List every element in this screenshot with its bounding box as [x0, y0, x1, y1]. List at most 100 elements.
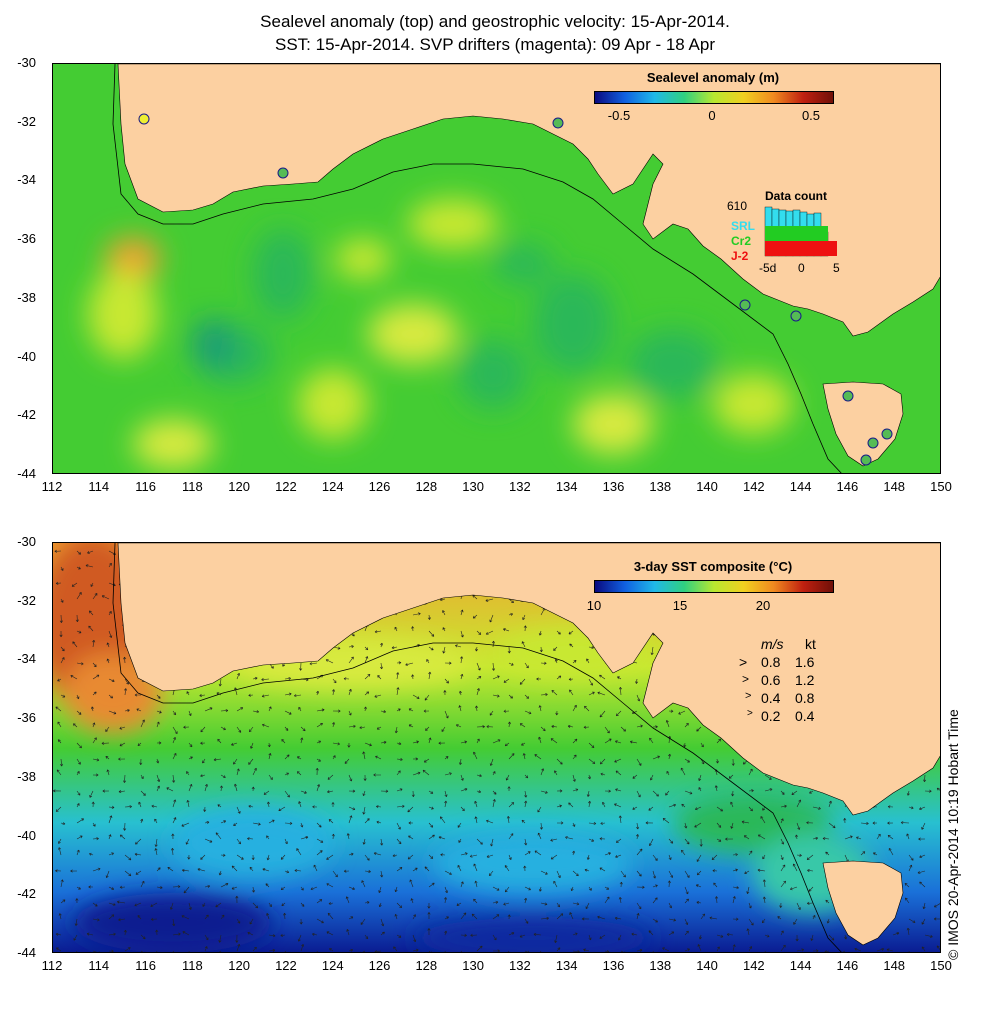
x-tick-top: 112	[41, 479, 63, 494]
ssh-colorbar-tick: -0.5	[607, 108, 631, 123]
data-count-title: Data count	[765, 189, 828, 203]
speed-legend-arrow: >	[742, 672, 750, 686]
y-tick-top: -38	[17, 289, 36, 305]
sst-colorbar	[594, 580, 834, 593]
x-tick-top: 132	[509, 479, 531, 494]
speed-legend-kt: 0.4	[795, 708, 815, 724]
x-tick-bottom: 136	[602, 958, 625, 973]
data-count-xtick: 0	[798, 261, 805, 275]
x-tick-top: 136	[602, 479, 625, 494]
x-tick-top: 130	[462, 479, 484, 494]
x-tick-top: 142	[742, 479, 765, 494]
x-tick-top: 114	[88, 479, 110, 494]
speed-legend-kt: 1.2	[795, 672, 815, 688]
speed-legend-ms: 0.4	[761, 690, 781, 706]
data-count-chart	[764, 206, 837, 257]
x-tick-bottom: 112	[41, 958, 63, 973]
x-tick-top: 120	[228, 479, 250, 494]
sst-colorbar-tick: 20	[755, 598, 771, 613]
y-tick-bottom: -34	[17, 651, 36, 667]
speed-legend-ms: 0.6	[761, 672, 781, 688]
x-tick-top: 138	[649, 479, 672, 494]
x-tick-bottom: 148	[883, 958, 906, 973]
y-tick-top: -30	[17, 55, 36, 70]
x-tick-top: 140	[696, 479, 718, 494]
land-tasmania-top	[822, 381, 904, 467]
x-tick-bottom: 128	[415, 958, 438, 973]
x-tick-bottom: 114	[88, 958, 110, 973]
ssh-colorbar-tick: 0.5	[801, 108, 821, 123]
y-tick-top: -32	[17, 113, 36, 129]
x-tick-bottom: 120	[228, 958, 250, 973]
x-tick-bottom: 132	[509, 958, 531, 973]
speed-legend-arrow: >	[747, 708, 753, 719]
x-tick-bottom: 140	[696, 958, 718, 973]
x-tick-top: 146	[836, 479, 859, 494]
y-tick-bottom: -38	[17, 768, 36, 784]
ssh-colorbar	[594, 91, 834, 104]
speed-legend-arrow: >	[739, 654, 748, 670]
x-tick-top: 148	[883, 479, 906, 494]
x-tick-bottom: 130	[462, 958, 484, 973]
sst-colorbar-title: 3-day SST composite (°C)	[633, 559, 793, 574]
y-tick-bottom: -42	[17, 886, 36, 902]
x-tick-bottom: 134	[555, 958, 578, 973]
speed-legend-arrow: >	[745, 690, 752, 702]
x-tick-bottom: 124	[321, 958, 344, 973]
y-tick-top: -40	[17, 348, 36, 364]
x-tick-top: 128	[415, 479, 438, 494]
sst-colorbar-tick: 15	[672, 598, 688, 613]
x-tick-bottom: 142	[742, 958, 765, 973]
x-tick-bottom: 138	[649, 958, 672, 973]
data-count-xtick: 5	[833, 261, 840, 275]
y-tick-top: -34	[17, 172, 36, 188]
x-tick-top: 150	[930, 479, 952, 494]
x-tick-bottom: 122	[275, 958, 297, 973]
sst-colorbar-tick: 10	[586, 598, 602, 613]
y-tick-top: -42	[17, 407, 36, 423]
speed-legend-kt: 1.6	[795, 654, 815, 670]
y-tick-bottom: -32	[17, 592, 36, 608]
title-line-1: Sealevel anomaly (top) and geostrophic v…	[260, 12, 730, 31]
y-tick-bottom: -44	[17, 945, 36, 960]
mission-cr2: Cr2	[731, 234, 752, 248]
speed-legend-kt: 0.8	[795, 690, 815, 706]
speed-legend-ms: 0.2	[761, 708, 781, 724]
land-tasmania-bottom	[822, 860, 904, 946]
sst-map: 3-day SST composite (°C) 10 15 20 m/s kt…	[52, 542, 941, 953]
y-tick-top: -44	[17, 466, 36, 481]
x-tick-bottom: 126	[368, 958, 391, 973]
x-tick-bottom: 146	[836, 958, 859, 973]
y-tick-bottom: -40	[17, 827, 36, 843]
title-line-2: SST: 15-Apr-2014. SVP drifters (magenta)…	[274, 35, 716, 54]
y-tick-top: -36	[17, 231, 36, 247]
x-tick-top: 116	[135, 479, 156, 494]
land-australia-bottom	[117, 543, 940, 816]
x-tick-bottom: 118	[181, 958, 203, 973]
data-count-max: 610	[727, 199, 748, 213]
speed-legend-ms: 0.8	[761, 654, 781, 670]
y-tick-bottom: -36	[17, 710, 36, 726]
x-tick-bottom: 150	[930, 958, 952, 973]
x-tick-bottom: 144	[789, 958, 812, 973]
data-count-xtick: -5d	[759, 261, 777, 275]
speed-legend-header-kt: kt	[805, 636, 816, 652]
x-tick-top: 124	[321, 479, 344, 494]
x-tick-top: 118	[181, 479, 203, 494]
sealevel-anomaly-map: Sealevel anomaly (m) -0.5 0 0.5 Data cou…	[52, 63, 941, 474]
ssh-anomaly-field	[88, 199, 793, 469]
x-tick-top: 144	[789, 479, 812, 494]
imos-credit: © IMOS 20-Apr-2014 10:19 Hobart Time	[945, 709, 961, 960]
sst-field	[53, 543, 873, 952]
mission-srl: SRL	[731, 219, 755, 233]
x-tick-top: 126	[368, 479, 391, 494]
speed-legend-header-ms: m/s	[761, 636, 784, 652]
x-tick-top: 122	[275, 479, 297, 494]
x-tick-top: 134	[555, 479, 578, 494]
ssh-colorbar-title: Sealevel anomaly (m)	[646, 70, 780, 85]
mission-j2: J-2	[731, 249, 749, 263]
x-tick-bottom: 116	[135, 958, 156, 973]
ssh-colorbar-tick: 0	[708, 108, 716, 123]
y-tick-bottom: -30	[17, 534, 36, 549]
drifter-markers-top	[138, 113, 893, 466]
